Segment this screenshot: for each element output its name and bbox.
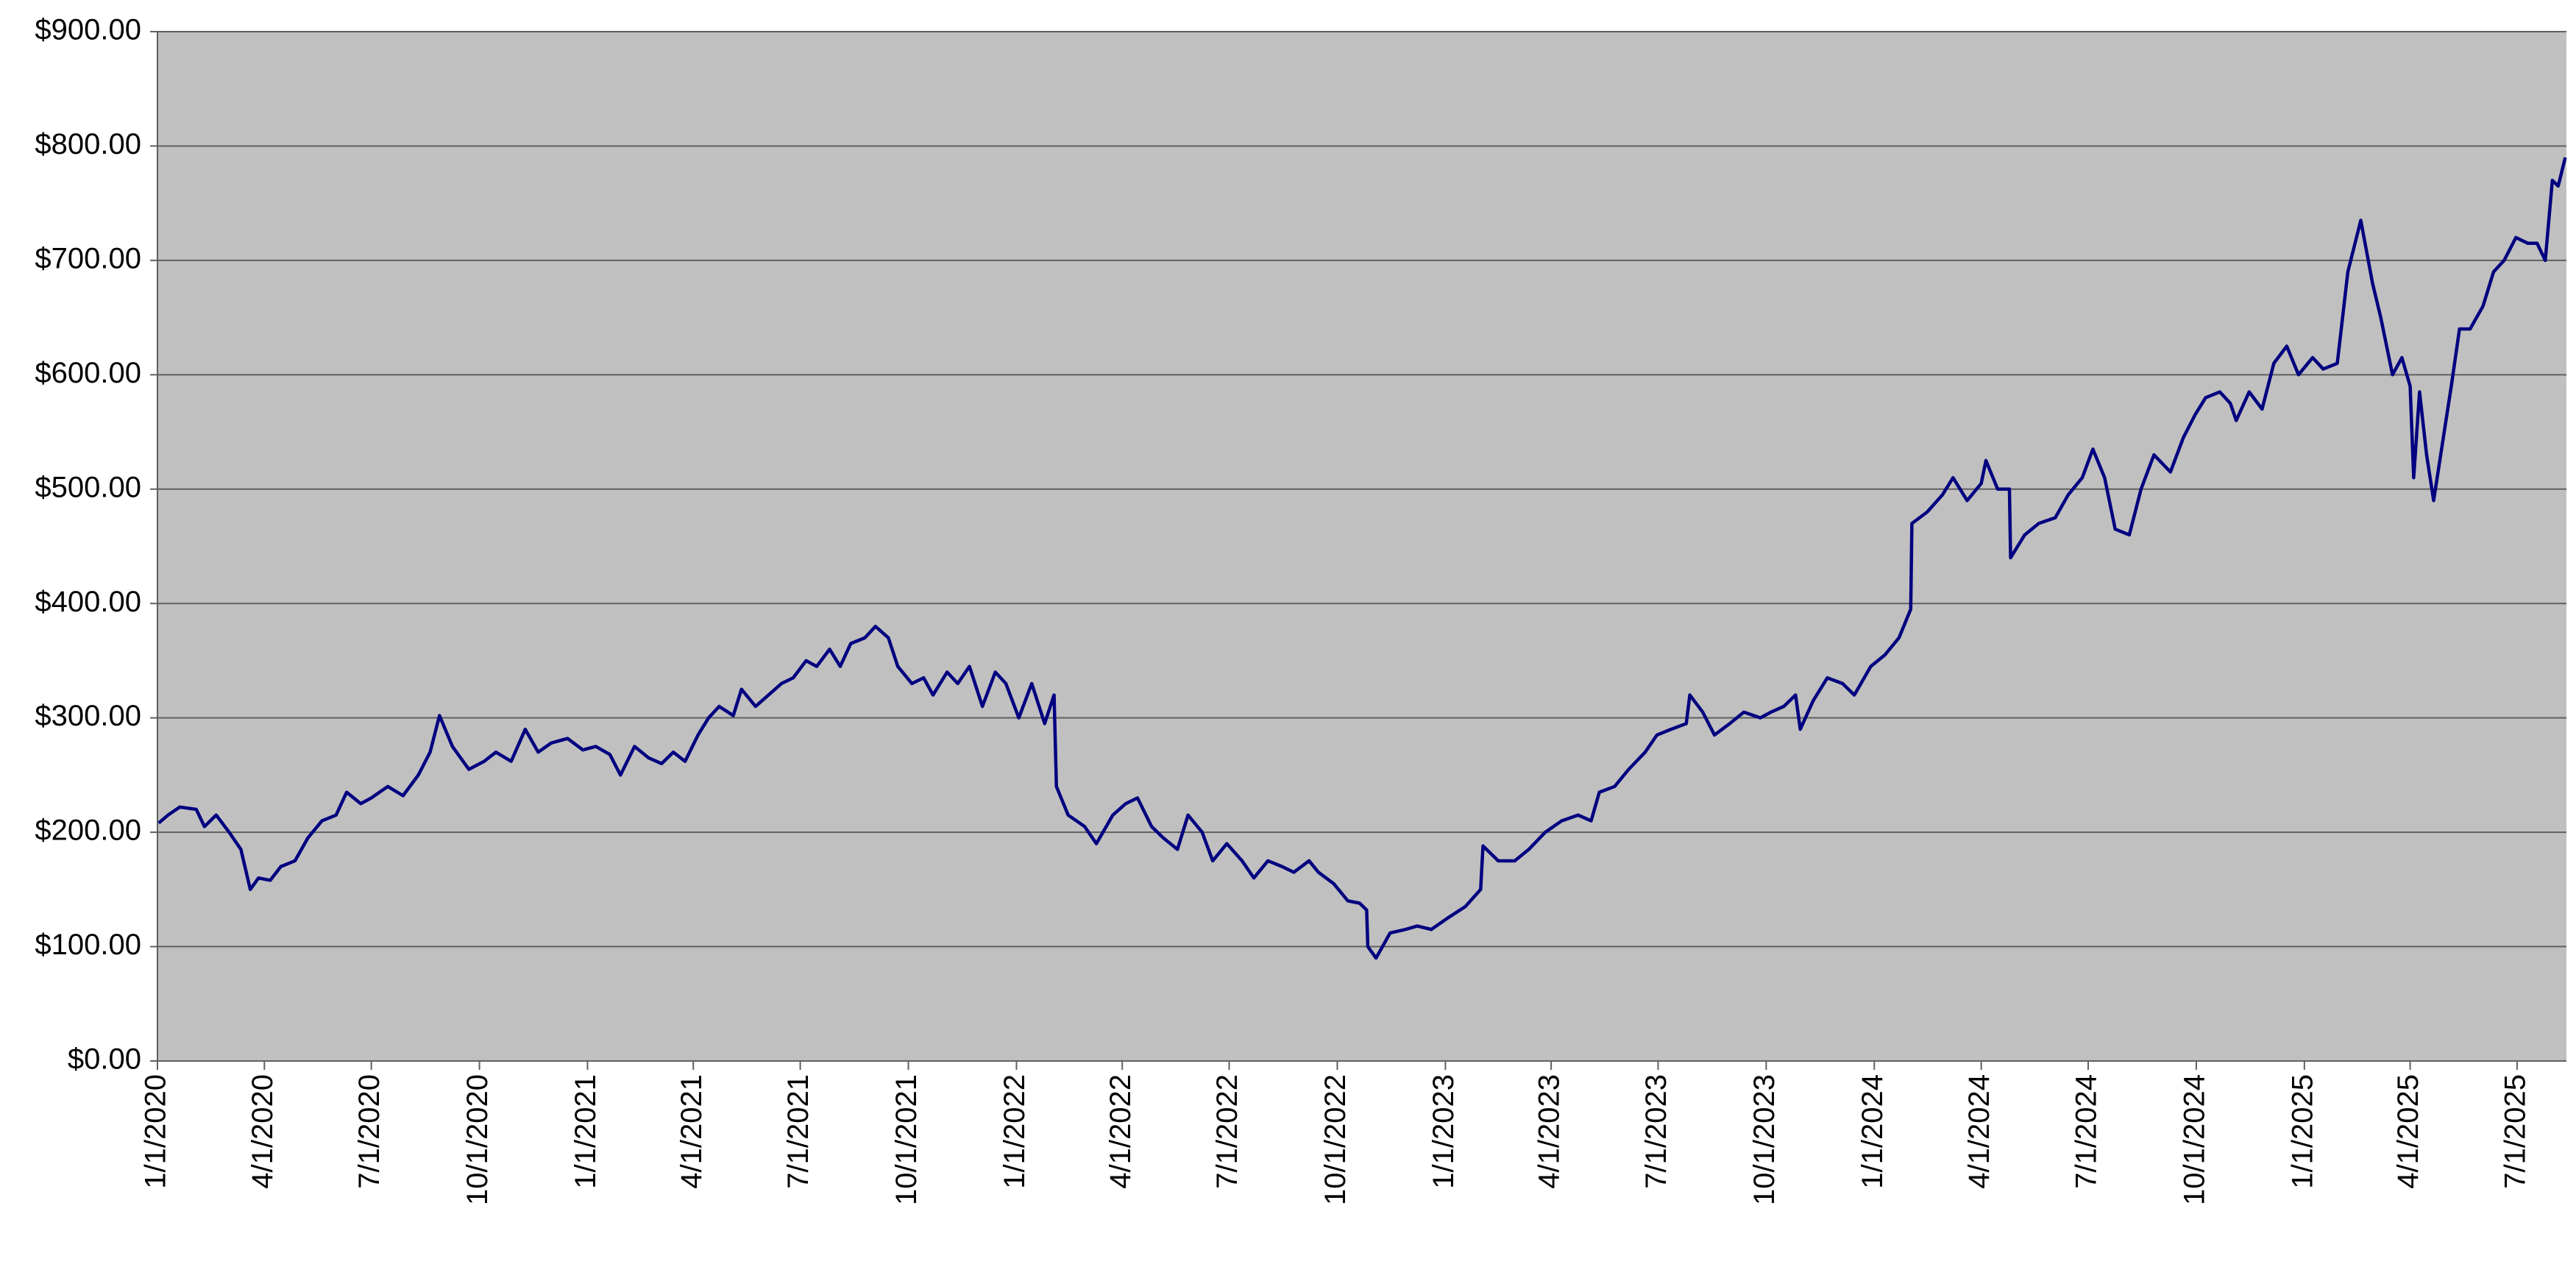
x-tick-label: 1/1/2023	[1427, 1074, 1460, 1189]
y-tick-label: $100.00	[35, 929, 141, 961]
y-tick-label: $400.00	[35, 586, 141, 618]
x-tick-label: 4/1/2022	[1104, 1074, 1137, 1189]
y-tick-label: $500.00	[35, 471, 141, 503]
x-tick-label: 7/1/2024	[2071, 1074, 2103, 1189]
y-tick-label: $300.00	[35, 700, 141, 732]
x-tick-label: 1/1/2020	[140, 1074, 172, 1189]
y-tick-label: $700.00	[35, 242, 141, 274]
x-tick-label: 4/1/2025	[2392, 1074, 2424, 1189]
y-tick-label: $800.00	[35, 128, 141, 160]
x-tick-label: 10/1/2022	[1319, 1074, 1352, 1205]
x-tick-label: 4/1/2023	[1533, 1074, 1566, 1189]
x-tick-label: 4/1/2024	[1963, 1074, 1995, 1189]
y-tick-label: $0.00	[68, 1043, 141, 1076]
x-tick-label: 10/1/2023	[1748, 1074, 1781, 1205]
x-tick-label: 4/1/2020	[246, 1074, 279, 1189]
plot-area	[157, 32, 2566, 1061]
y-tick-label: $600.00	[35, 357, 141, 389]
x-tick-label: 4/1/2021	[675, 1074, 708, 1189]
x-tick-label: 10/1/2021	[890, 1074, 923, 1205]
x-tick-label: 1/1/2022	[998, 1074, 1031, 1189]
x-tick-label: 7/1/2022	[1211, 1074, 1243, 1189]
x-tick-label: 1/1/2021	[570, 1074, 602, 1189]
price-line	[157, 157, 2567, 960]
x-tick-label: 7/1/2023	[1640, 1074, 1672, 1189]
x-tick-label: 7/1/2025	[2499, 1074, 2531, 1189]
y-tick-label: $200.00	[35, 814, 141, 847]
x-tick-label: 1/1/2024	[1856, 1074, 1889, 1189]
x-tick-label: 1/1/2025	[2286, 1074, 2318, 1189]
x-tick-label: 10/1/2020	[461, 1074, 494, 1205]
x-tick-label: 7/1/2020	[353, 1074, 386, 1189]
y-tick-label: $900.00	[35, 14, 141, 46]
x-tick-label: 10/1/2024	[2178, 1074, 2210, 1205]
x-tick-label: 7/1/2021	[782, 1074, 815, 1189]
